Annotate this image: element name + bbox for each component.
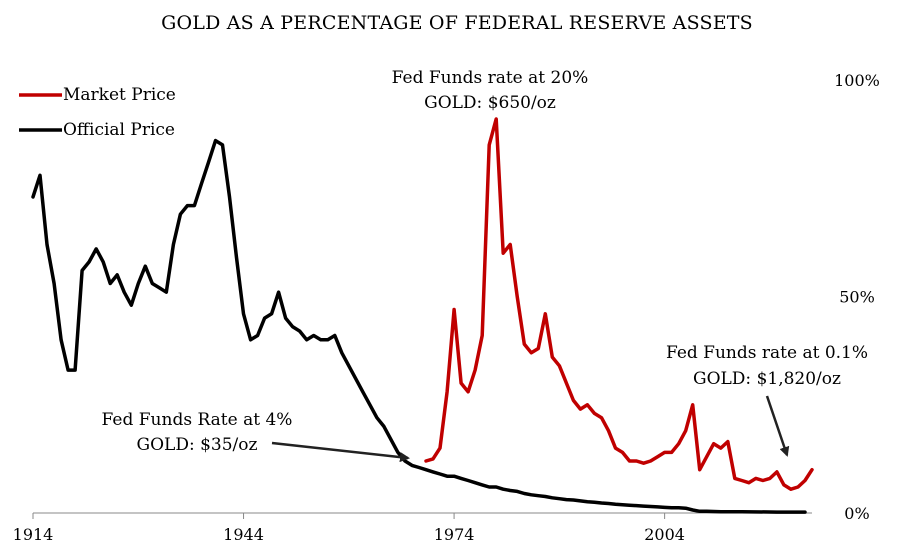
series-layer bbox=[31, 117, 814, 514]
series-line-official-price bbox=[31, 138, 807, 514]
legend-label-market-price: Market Price bbox=[63, 85, 176, 105]
annotation-fed-20-line2: GOLD: $650/oz bbox=[424, 93, 556, 113]
y-tick-label: 100% bbox=[834, 71, 880, 90]
x-tick-label: 1944 bbox=[223, 525, 264, 544]
x-tick-label: 2004 bbox=[644, 525, 685, 544]
x-tick-label: 1914 bbox=[13, 525, 54, 544]
annotation-fed-01-line2: GOLD: $1,820/oz bbox=[693, 369, 841, 389]
annotation-fed-4: Fed Funds Rate at 4% GOLD: $35/oz bbox=[102, 410, 410, 463]
annotation-fed-20-line1: Fed Funds rate at 20% bbox=[392, 68, 589, 88]
y-axis-ticks: 0% 50% 100% bbox=[834, 71, 880, 523]
annotation-fed-4-line1: Fed Funds Rate at 4% bbox=[102, 410, 293, 430]
x-axis-ticks: 1914 1944 1974 2004 bbox=[13, 513, 685, 544]
series-line-market-price bbox=[424, 117, 814, 491]
y-tick-label: 50% bbox=[839, 288, 875, 307]
annotation-fed-01: Fed Funds rate at 0.1% GOLD: $1,820/oz bbox=[666, 343, 868, 457]
annotation-fed-4-arrow bbox=[271, 441, 410, 463]
annotation-fed-4-line2: GOLD: $35/oz bbox=[137, 435, 258, 455]
x-tick-label: 1974 bbox=[434, 525, 475, 544]
annotation-fed-20: Fed Funds rate at 20% GOLD: $650/oz bbox=[392, 68, 589, 113]
annotation-fed-01-arrow bbox=[765, 395, 790, 457]
y-tick-label: 0% bbox=[844, 504, 869, 523]
legend: Market Price Official Price bbox=[19, 85, 176, 140]
legend-label-official-price: Official Price bbox=[63, 120, 175, 140]
chart-title: GOLD AS A PERCENTAGE OF FEDERAL RESERVE … bbox=[161, 12, 753, 34]
annotation-fed-01-line1: Fed Funds rate at 0.1% bbox=[666, 343, 868, 363]
